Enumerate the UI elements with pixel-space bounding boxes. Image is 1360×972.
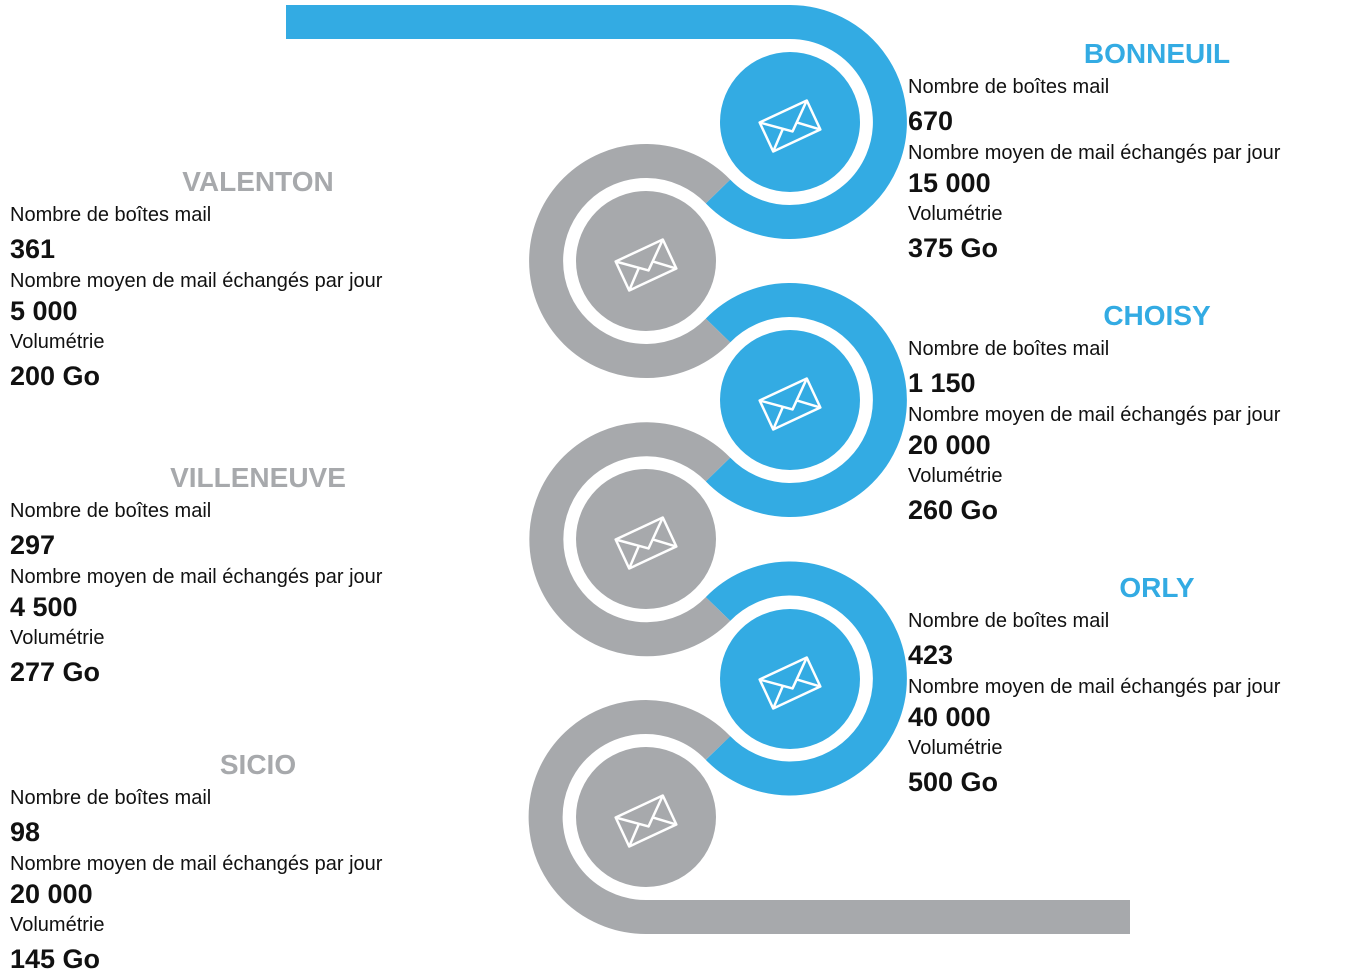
stat-label: Nombre moyen de mail échangés par jour [908, 404, 1281, 426]
envelope-body [758, 377, 822, 431]
stat-label: Nombre de boîtes mail [908, 610, 1109, 632]
stat-value: 500 Go [908, 767, 998, 797]
envelope-icon [758, 377, 822, 431]
ribbon [286, 5, 1130, 935]
ribbon-segment [286, 5, 907, 239]
site-name: BONNEUIL [1084, 38, 1230, 69]
site-name: ORLY [1119, 572, 1195, 603]
stat-value: 145 Go [10, 944, 100, 972]
icon-circle [576, 469, 716, 609]
stat-value: 15 000 [908, 168, 991, 198]
stat-label: Nombre de boîtes mail [908, 76, 1109, 98]
stat-value: 260 Go [908, 495, 998, 525]
stat-label: Nombre moyen de mail échangés par jour [10, 566, 383, 588]
icon-circle [576, 747, 716, 887]
envelope-body [758, 99, 822, 153]
envelope-flap [615, 794, 677, 847]
stat-label: Nombre moyen de mail échangés par jour [10, 853, 383, 875]
stat-label: Volumétrie [908, 203, 1003, 225]
stat-value: 361 [10, 234, 55, 264]
ribbon-segment [705, 561, 907, 796]
stat-label: Nombre moyen de mail échangés par jour [908, 676, 1281, 698]
stat-value: 98 [10, 817, 40, 847]
envelope-body [758, 656, 822, 710]
stat-value: 200 Go [10, 361, 100, 391]
stat-label: Volumétrie [908, 737, 1003, 759]
texts: BONNEUIL Nombre de boîtes mail 670 Nombre m… [10, 38, 1281, 972]
stat-label: Volumétrie [10, 914, 105, 936]
stat-label: Nombre de boîtes mail [10, 500, 211, 522]
envelope-flap [759, 656, 821, 709]
stat-value: 4 500 [10, 592, 78, 622]
envelope-body [614, 516, 678, 570]
stat-value: 297 [10, 530, 55, 560]
site-name: VALENTON [182, 166, 333, 197]
envelope-flap [615, 238, 677, 291]
stat-value: 5 000 [10, 296, 78, 326]
stat-value: 40 000 [908, 702, 991, 732]
stat-value: 670 [908, 106, 953, 136]
site-name: VILLENEUVE [170, 462, 346, 493]
stat-value: 20 000 [10, 879, 93, 909]
envelope-body [614, 238, 678, 292]
stat-value: 277 Go [10, 657, 100, 687]
envelope-icon [614, 238, 678, 292]
stat-label: Volumétrie [10, 331, 105, 353]
stat-label: Nombre moyen de mail échangés par jour [10, 270, 383, 292]
envelope-flap [759, 99, 821, 152]
stat-label: Volumétrie [908, 465, 1003, 487]
stat-label: Nombre de boîtes mail [10, 787, 211, 809]
envelope-flap [615, 516, 677, 569]
site-name: SICIO [220, 749, 296, 780]
envelope-flap [759, 377, 821, 430]
icon-circle [720, 609, 860, 749]
site-name: CHOISY [1103, 300, 1211, 331]
envelope-body [614, 794, 678, 848]
stat-value: 1 150 [908, 368, 976, 398]
envelope-icon [758, 99, 822, 153]
stat-label: Nombre moyen de mail échangés par jour [908, 142, 1281, 164]
ribbon-segment [528, 700, 1130, 935]
stat-value: 423 [908, 640, 953, 670]
stat-label: Nombre de boîtes mail [10, 204, 211, 226]
ribbon-segment [705, 283, 907, 517]
icon-circle [576, 191, 716, 331]
icon-circle [720, 330, 860, 470]
ribbon-segment [529, 422, 731, 657]
icon-circle [720, 52, 860, 192]
stat-label: Volumétrie [10, 627, 105, 649]
envelope-icon [758, 656, 822, 710]
envelope-icon [614, 516, 678, 570]
stat-value: 20 000 [908, 430, 991, 460]
stat-value: 375 Go [908, 233, 998, 263]
envelope-icon [614, 794, 678, 848]
stat-label: Nombre de boîtes mail [908, 338, 1109, 360]
ribbon-segment [529, 144, 731, 378]
